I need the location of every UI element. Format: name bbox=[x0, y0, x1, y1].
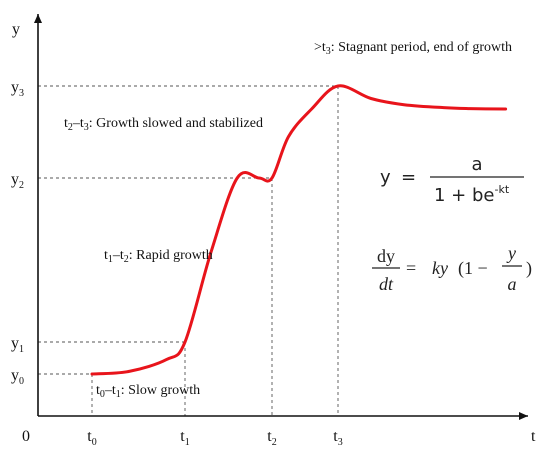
equation-denominator: 1 + be-kt bbox=[434, 183, 510, 206]
guide-lines bbox=[38, 85, 339, 416]
x-tick-label-0: t0 bbox=[87, 428, 96, 448]
stage-annotation-t1-t2: t1–t2: Rapid growth bbox=[104, 248, 213, 265]
y-tick-label-1: y1 bbox=[11, 335, 24, 355]
diff-fraction-num: y bbox=[506, 243, 516, 263]
logistic-equation: y = a 1 + be-kt bbox=[380, 154, 524, 206]
stage-annotation-t0-t1: t0–t1: Slow growth bbox=[96, 383, 200, 400]
x-tick-label-1: t1 bbox=[180, 428, 189, 448]
diff-fraction-den: a bbox=[508, 274, 517, 294]
diff-numerator: dy bbox=[377, 246, 395, 266]
x-tick-labels: t0 t1 t2 t3 bbox=[87, 428, 342, 448]
x-axis-label: t bbox=[531, 428, 536, 445]
differential-equation: dy dt = ky (1 − y a ) bbox=[372, 243, 532, 294]
diff-equals: = bbox=[406, 258, 416, 278]
diff-denominator: dt bbox=[379, 274, 394, 294]
y-tick-labels: y0 y1 y2 y3 bbox=[11, 79, 24, 387]
y-tick-label-2: y2 bbox=[11, 171, 24, 191]
equation-numerator: a bbox=[471, 154, 482, 175]
x-tick-label-2: t2 bbox=[267, 428, 276, 448]
y-axis-label: y bbox=[12, 21, 20, 38]
stage-annotation-t2-t3: t2–t3: Growth slowed and stabilized bbox=[64, 116, 263, 133]
origin-label: 0 bbox=[22, 428, 30, 445]
diff-open: (1 − bbox=[458, 258, 488, 279]
growth-curve bbox=[90, 84, 508, 376]
stage-annotation-after-t3: >t3: Stagnant period, end of growth bbox=[314, 40, 512, 57]
y-tick-label-3: y3 bbox=[11, 79, 24, 99]
equation-lhs: y bbox=[380, 167, 391, 188]
y-tick-label-0: y0 bbox=[11, 367, 24, 387]
equation-equals: = bbox=[401, 167, 416, 188]
diff-ky: ky bbox=[432, 258, 448, 278]
diff-close: ) bbox=[526, 258, 532, 279]
x-tick-label-3: t3 bbox=[333, 428, 342, 448]
